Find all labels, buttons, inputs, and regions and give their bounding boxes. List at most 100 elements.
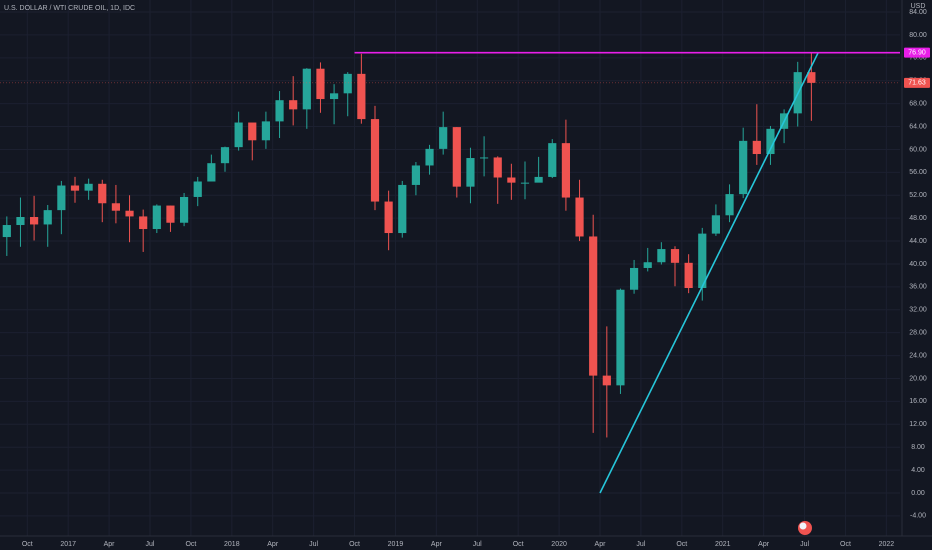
candle [698, 227, 707, 301]
candle [261, 111, 270, 149]
candle-body [752, 140, 761, 155]
candle [630, 259, 639, 294]
candle-body [193, 181, 202, 197]
candle [2, 216, 11, 256]
candle-body [766, 128, 775, 155]
grid [0, 0, 900, 536]
y-tick-label: -4.00 [910, 513, 926, 520]
candle-body [111, 203, 120, 211]
candle-body [439, 127, 448, 149]
y-tick-label: 20.00 [909, 375, 927, 382]
candle-body [261, 121, 270, 141]
candle [125, 195, 134, 243]
candle [84, 178, 93, 200]
x-tick-label: 2017 [60, 541, 76, 548]
candle [561, 119, 570, 211]
candle [343, 72, 352, 117]
candle [725, 184, 734, 223]
candle [316, 62, 325, 113]
candle [16, 197, 25, 247]
candle [616, 288, 625, 394]
candle [425, 144, 434, 175]
candle [534, 156, 543, 183]
logo-dot [799, 522, 807, 530]
x-tick-label: Oct [185, 541, 196, 548]
y-tick-label: 28.00 [909, 330, 927, 337]
x-tick-label: Oct [513, 541, 524, 548]
y-tick-label: 76.00 [909, 55, 927, 62]
candle [548, 139, 557, 179]
x-tick-label: Jul [146, 541, 155, 548]
x-tick-label: Oct [349, 541, 360, 548]
candle [384, 190, 393, 251]
candle [70, 176, 80, 203]
axes: -4.00 0.00 4.00 8.00 12.00 16.00 20.00 24.00 28.… [22, 9, 930, 548]
candle [766, 125, 775, 165]
candle-body [152, 205, 161, 230]
x-tick-label: Apr [431, 541, 443, 548]
x-tick-label: Apr [595, 541, 607, 548]
candle [248, 122, 257, 161]
candle-body [70, 185, 80, 191]
candle [411, 162, 420, 196]
candle [643, 247, 652, 272]
candle [657, 242, 666, 265]
x-tick-label: 2020 [551, 541, 567, 548]
candle-body [357, 73, 366, 120]
candle [30, 195, 39, 241]
candle [602, 326, 611, 438]
candle [207, 154, 216, 182]
candle [398, 180, 407, 238]
x-tick-label: Jul [636, 541, 645, 548]
candle [466, 147, 475, 204]
candle [507, 163, 516, 200]
candle-body [480, 157, 489, 159]
candle [439, 111, 448, 155]
candle [57, 180, 66, 235]
chart-title: U.S. DOLLAR / WTI CRUDE OIL, 1D, IDC [4, 5, 135, 12]
candle [670, 246, 680, 287]
candle-body [643, 262, 652, 268]
x-tick-label: 2018 [224, 541, 240, 548]
y-tick-label: 68.00 [909, 100, 927, 107]
y-tick-label: 44.00 [909, 238, 927, 245]
candle-body [57, 185, 66, 211]
candle-body [520, 182, 530, 184]
price-label: 76.90 [908, 50, 926, 57]
y-tick-label: 84.00 [909, 9, 927, 16]
candle [234, 111, 243, 151]
candle [166, 205, 175, 232]
candle-body [330, 93, 339, 100]
candle-body [711, 215, 720, 234]
candle [493, 156, 502, 204]
candle-body [98, 183, 107, 204]
candle-body [220, 147, 230, 164]
candle-body [739, 140, 748, 195]
candle-body [630, 267, 639, 290]
x-tick-label: Apr [104, 541, 116, 548]
candle [684, 254, 693, 294]
candle [139, 209, 148, 252]
candle-body [507, 177, 516, 183]
candle-body [602, 375, 611, 386]
logo [798, 521, 812, 535]
candle-body [807, 72, 816, 83]
x-tick-label: 2021 [715, 541, 731, 548]
candle-body [657, 249, 666, 263]
candle-body [466, 158, 475, 187]
candle-body [575, 197, 584, 237]
candle [330, 84, 339, 125]
candle-body [561, 143, 570, 198]
x-tick-label: Oct [840, 541, 851, 548]
candle [589, 214, 598, 433]
price-label-box [904, 47, 930, 58]
candle-body [16, 217, 25, 226]
trendline [599, 52, 819, 494]
candle-body [84, 183, 93, 191]
last-price-label: 71.63 [908, 80, 926, 87]
candle [302, 68, 311, 129]
y-axis-label: USD [911, 3, 926, 10]
candle-body [125, 210, 134, 217]
x-tick-label: Apr [267, 541, 279, 548]
